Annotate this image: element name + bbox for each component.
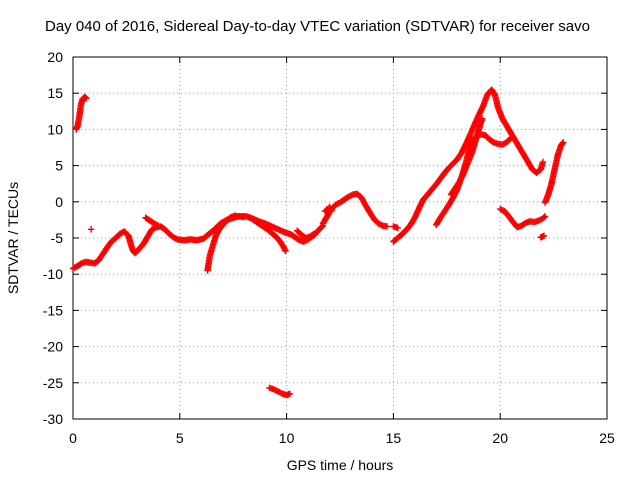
y-tick-label: -10	[43, 266, 63, 282]
grid	[73, 57, 607, 419]
y-tick-label: 20	[47, 49, 63, 65]
data-point	[348, 192, 355, 199]
series-isolated	[87, 226, 95, 233]
series-track-o	[497, 205, 549, 231]
y-tick-label: -20	[43, 339, 63, 355]
series-track-a	[69, 213, 327, 272]
data-point	[310, 231, 317, 238]
data-point	[541, 213, 549, 220]
x-tick-label: 10	[279, 430, 295, 446]
y-tick-label: -15	[43, 302, 63, 318]
data-point	[327, 206, 334, 213]
series-track-p	[537, 232, 548, 241]
data-point	[328, 207, 335, 214]
y-tick-label: 0	[55, 194, 63, 210]
data-points	[69, 86, 567, 399]
data-point	[230, 213, 238, 221]
y-axis-label: SDTVAR / TECUs	[5, 182, 21, 294]
series-track-q	[541, 139, 567, 206]
series-track-k	[390, 223, 401, 232]
data-point	[378, 221, 385, 229]
series-track-n	[447, 115, 486, 198]
series-early-spike	[73, 93, 90, 133]
series-track-f	[266, 384, 294, 399]
axis-ticks: 0 5 10 15 20 25 -30 -25 -20 -15 -10 -5 0 5 10 15 20	[43, 49, 615, 446]
x-tick-label: 15	[386, 430, 402, 446]
y-tick-label: 15	[47, 85, 63, 101]
data-point	[540, 214, 548, 221]
data-point	[311, 230, 318, 237]
data-point	[153, 221, 161, 229]
data-point	[539, 158, 547, 166]
data-point	[286, 390, 294, 397]
series-track-e	[247, 214, 289, 255]
y-tick-label: 5	[55, 158, 63, 174]
series-track-d	[227, 213, 248, 222]
data-point	[277, 389, 285, 397]
data-point	[155, 222, 162, 229]
data-point	[394, 224, 401, 232]
series-track-l	[390, 86, 547, 245]
series-track-j	[326, 203, 335, 214]
x-tick-label: 20	[492, 430, 508, 446]
x-axis-label: GPS time / hours	[287, 457, 394, 473]
y-tick-label: -5	[51, 230, 64, 246]
x-tick-label: 25	[599, 430, 615, 446]
y-tick-label: -30	[43, 411, 63, 427]
data-point	[383, 223, 391, 230]
data-point	[559, 140, 566, 147]
y-tick-label: 10	[47, 121, 63, 137]
data-point	[240, 213, 248, 221]
data-point	[506, 135, 514, 143]
data-point	[282, 247, 289, 255]
series-track-g	[294, 227, 318, 242]
chart-title: Day 040 of 2016, Sidereal Day-to-day VTE…	[45, 18, 590, 35]
data-point	[318, 223, 326, 230]
data-point	[82, 94, 89, 101]
series-track-b	[142, 214, 162, 229]
data-point	[540, 232, 548, 240]
data-point	[87, 226, 95, 233]
y-tick-label: -25	[43, 375, 63, 391]
data-point	[83, 95, 90, 102]
data-point	[478, 115, 486, 122]
data-point	[507, 134, 515, 142]
x-tick-label: 0	[69, 430, 77, 446]
x-tick-label: 5	[176, 430, 184, 446]
data-point	[560, 139, 567, 146]
